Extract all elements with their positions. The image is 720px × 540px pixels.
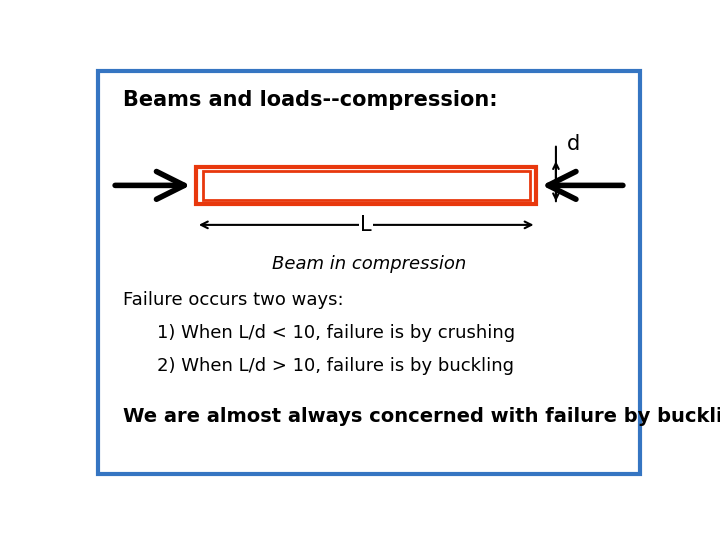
Text: Beam in compression: Beam in compression	[272, 255, 466, 273]
Bar	[203, 171, 530, 200]
Text: 1) When L/d < 10, failure is by crushing: 1) When L/d < 10, failure is by crushing	[157, 324, 515, 342]
Text: 2) When L/d > 10, failure is by buckling: 2) When L/d > 10, failure is by buckling	[157, 357, 514, 375]
Text: Failure occurs two ways:: Failure occurs two ways:	[124, 291, 344, 309]
FancyBboxPatch shape	[99, 71, 639, 474]
Text: d: d	[567, 134, 580, 154]
Bar	[196, 167, 536, 204]
Text: Beams and loads--compression:: Beams and loads--compression:	[124, 90, 498, 110]
Text: We are almost always concerned with failure by buckling.: We are almost always concerned with fail…	[124, 407, 720, 426]
Text: L: L	[361, 215, 372, 235]
